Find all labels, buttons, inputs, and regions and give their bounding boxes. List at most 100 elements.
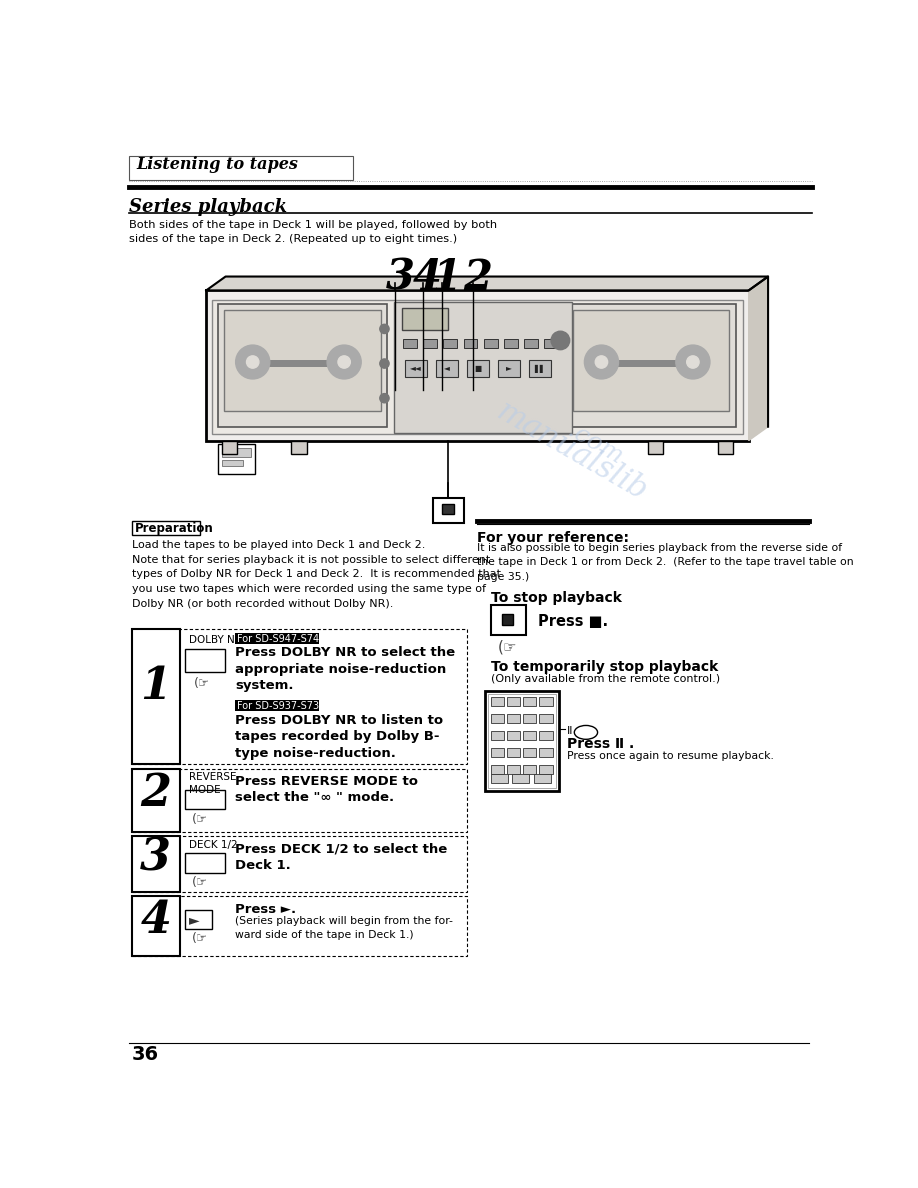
Text: For SD-S937-S737: For SD-S937-S737: [237, 701, 326, 710]
Text: (Series playback will begin from the for-
ward side of the tape in Deck 1.): (Series playback will begin from the for…: [235, 916, 453, 940]
FancyBboxPatch shape: [222, 460, 243, 466]
FancyBboxPatch shape: [540, 747, 553, 757]
FancyBboxPatch shape: [524, 339, 538, 348]
Circle shape: [327, 345, 361, 379]
Text: ►: ►: [189, 914, 200, 928]
FancyBboxPatch shape: [212, 299, 743, 435]
FancyBboxPatch shape: [488, 694, 555, 788]
FancyBboxPatch shape: [540, 697, 553, 706]
FancyBboxPatch shape: [504, 339, 518, 348]
Text: To temporarily stop playback: To temporarily stop playback: [491, 661, 719, 674]
FancyBboxPatch shape: [245, 360, 352, 367]
FancyBboxPatch shape: [423, 339, 437, 348]
Text: Press DECK 1/2 to select the
Deck 1.: Press DECK 1/2 to select the Deck 1.: [235, 842, 447, 872]
Text: (☞: (☞: [192, 814, 208, 826]
FancyBboxPatch shape: [540, 765, 553, 773]
Text: ◄◄: ◄◄: [410, 364, 422, 373]
FancyBboxPatch shape: [132, 897, 466, 956]
FancyBboxPatch shape: [490, 773, 508, 783]
Circle shape: [687, 356, 700, 368]
Text: Press DOLBY NR to select the
appropriate noise-reduction
system.: Press DOLBY NR to select the appropriate…: [235, 646, 455, 693]
Text: manualslib: manualslib: [491, 397, 653, 508]
FancyBboxPatch shape: [523, 765, 536, 773]
FancyBboxPatch shape: [235, 633, 319, 644]
FancyBboxPatch shape: [507, 731, 521, 740]
FancyBboxPatch shape: [132, 836, 180, 892]
FancyBboxPatch shape: [394, 302, 572, 432]
Text: Series playback: Series playback: [129, 198, 286, 216]
FancyBboxPatch shape: [406, 360, 427, 377]
Text: (☞: (☞: [192, 931, 208, 944]
FancyBboxPatch shape: [523, 714, 536, 723]
FancyBboxPatch shape: [132, 769, 466, 832]
Text: (Only available from the remote control.): (Only available from the remote control.…: [491, 674, 721, 684]
FancyBboxPatch shape: [530, 360, 551, 377]
Text: Press ■.: Press ■.: [538, 614, 608, 628]
Circle shape: [380, 324, 389, 334]
Circle shape: [595, 356, 608, 368]
Circle shape: [380, 359, 389, 368]
Text: Press ►.: Press ►.: [235, 903, 296, 916]
Text: It is also possible to begin series playback from the reverse side of
the tape i: It is also possible to begin series play…: [477, 543, 854, 582]
Text: 3: 3: [386, 257, 415, 298]
FancyBboxPatch shape: [467, 360, 489, 377]
FancyBboxPatch shape: [436, 360, 458, 377]
Circle shape: [551, 331, 570, 349]
FancyBboxPatch shape: [401, 308, 448, 330]
FancyBboxPatch shape: [432, 498, 464, 523]
FancyBboxPatch shape: [486, 690, 559, 791]
FancyBboxPatch shape: [507, 747, 521, 757]
FancyBboxPatch shape: [484, 339, 498, 348]
Text: ◄: ◄: [444, 364, 450, 373]
FancyBboxPatch shape: [291, 441, 307, 455]
FancyBboxPatch shape: [507, 765, 521, 773]
Text: Ⅱ: Ⅱ: [566, 726, 572, 737]
FancyBboxPatch shape: [464, 339, 477, 348]
FancyBboxPatch shape: [490, 765, 504, 773]
FancyBboxPatch shape: [185, 853, 225, 872]
Text: ■: ■: [475, 364, 482, 373]
FancyBboxPatch shape: [185, 910, 212, 929]
FancyBboxPatch shape: [132, 836, 466, 892]
Text: Both sides of the tape in Deck 1 will be played, followed by both
sides of the t: Both sides of the tape in Deck 1 will be…: [129, 220, 497, 244]
Text: (☞: (☞: [498, 640, 517, 655]
Text: 4: 4: [413, 257, 442, 298]
FancyBboxPatch shape: [207, 290, 749, 441]
FancyBboxPatch shape: [648, 441, 664, 455]
FancyBboxPatch shape: [403, 339, 417, 348]
Text: 2: 2: [464, 257, 492, 298]
FancyBboxPatch shape: [132, 630, 466, 764]
FancyBboxPatch shape: [490, 714, 504, 723]
Text: Press REVERSE MODE to
select the "∞ " mode.: Press REVERSE MODE to select the "∞ " mo…: [235, 775, 418, 804]
FancyBboxPatch shape: [573, 310, 729, 411]
FancyBboxPatch shape: [540, 714, 553, 723]
FancyBboxPatch shape: [490, 747, 504, 757]
Polygon shape: [749, 277, 768, 441]
Text: 36: 36: [132, 1045, 159, 1064]
FancyBboxPatch shape: [540, 731, 553, 740]
Text: Press Ⅱ .: Press Ⅱ .: [566, 737, 633, 751]
FancyBboxPatch shape: [498, 360, 521, 377]
Text: .com: .com: [564, 419, 627, 470]
FancyBboxPatch shape: [132, 897, 180, 956]
FancyBboxPatch shape: [523, 731, 536, 740]
Polygon shape: [207, 277, 768, 290]
Circle shape: [338, 356, 351, 368]
Text: Listening to tapes: Listening to tapes: [137, 157, 298, 173]
FancyBboxPatch shape: [523, 747, 536, 757]
Text: To stop playback: To stop playback: [491, 590, 622, 605]
Text: 1: 1: [432, 257, 462, 298]
FancyBboxPatch shape: [224, 310, 381, 411]
Text: Load the tapes to be played into Deck 1 and Deck 2.
Note that for series playbac: Load the tapes to be played into Deck 1 …: [132, 539, 501, 609]
FancyBboxPatch shape: [443, 339, 457, 348]
FancyBboxPatch shape: [512, 773, 530, 783]
FancyBboxPatch shape: [218, 444, 255, 474]
Text: DECK 1/2: DECK 1/2: [189, 840, 238, 851]
Text: For SD-S947-S747: For SD-S947-S747: [237, 634, 326, 644]
FancyBboxPatch shape: [442, 504, 454, 514]
FancyBboxPatch shape: [502, 614, 513, 625]
Text: (☞: (☞: [192, 877, 208, 890]
Text: DOLBY NR: DOLBY NR: [189, 636, 242, 645]
FancyBboxPatch shape: [490, 697, 504, 706]
FancyBboxPatch shape: [534, 773, 551, 783]
